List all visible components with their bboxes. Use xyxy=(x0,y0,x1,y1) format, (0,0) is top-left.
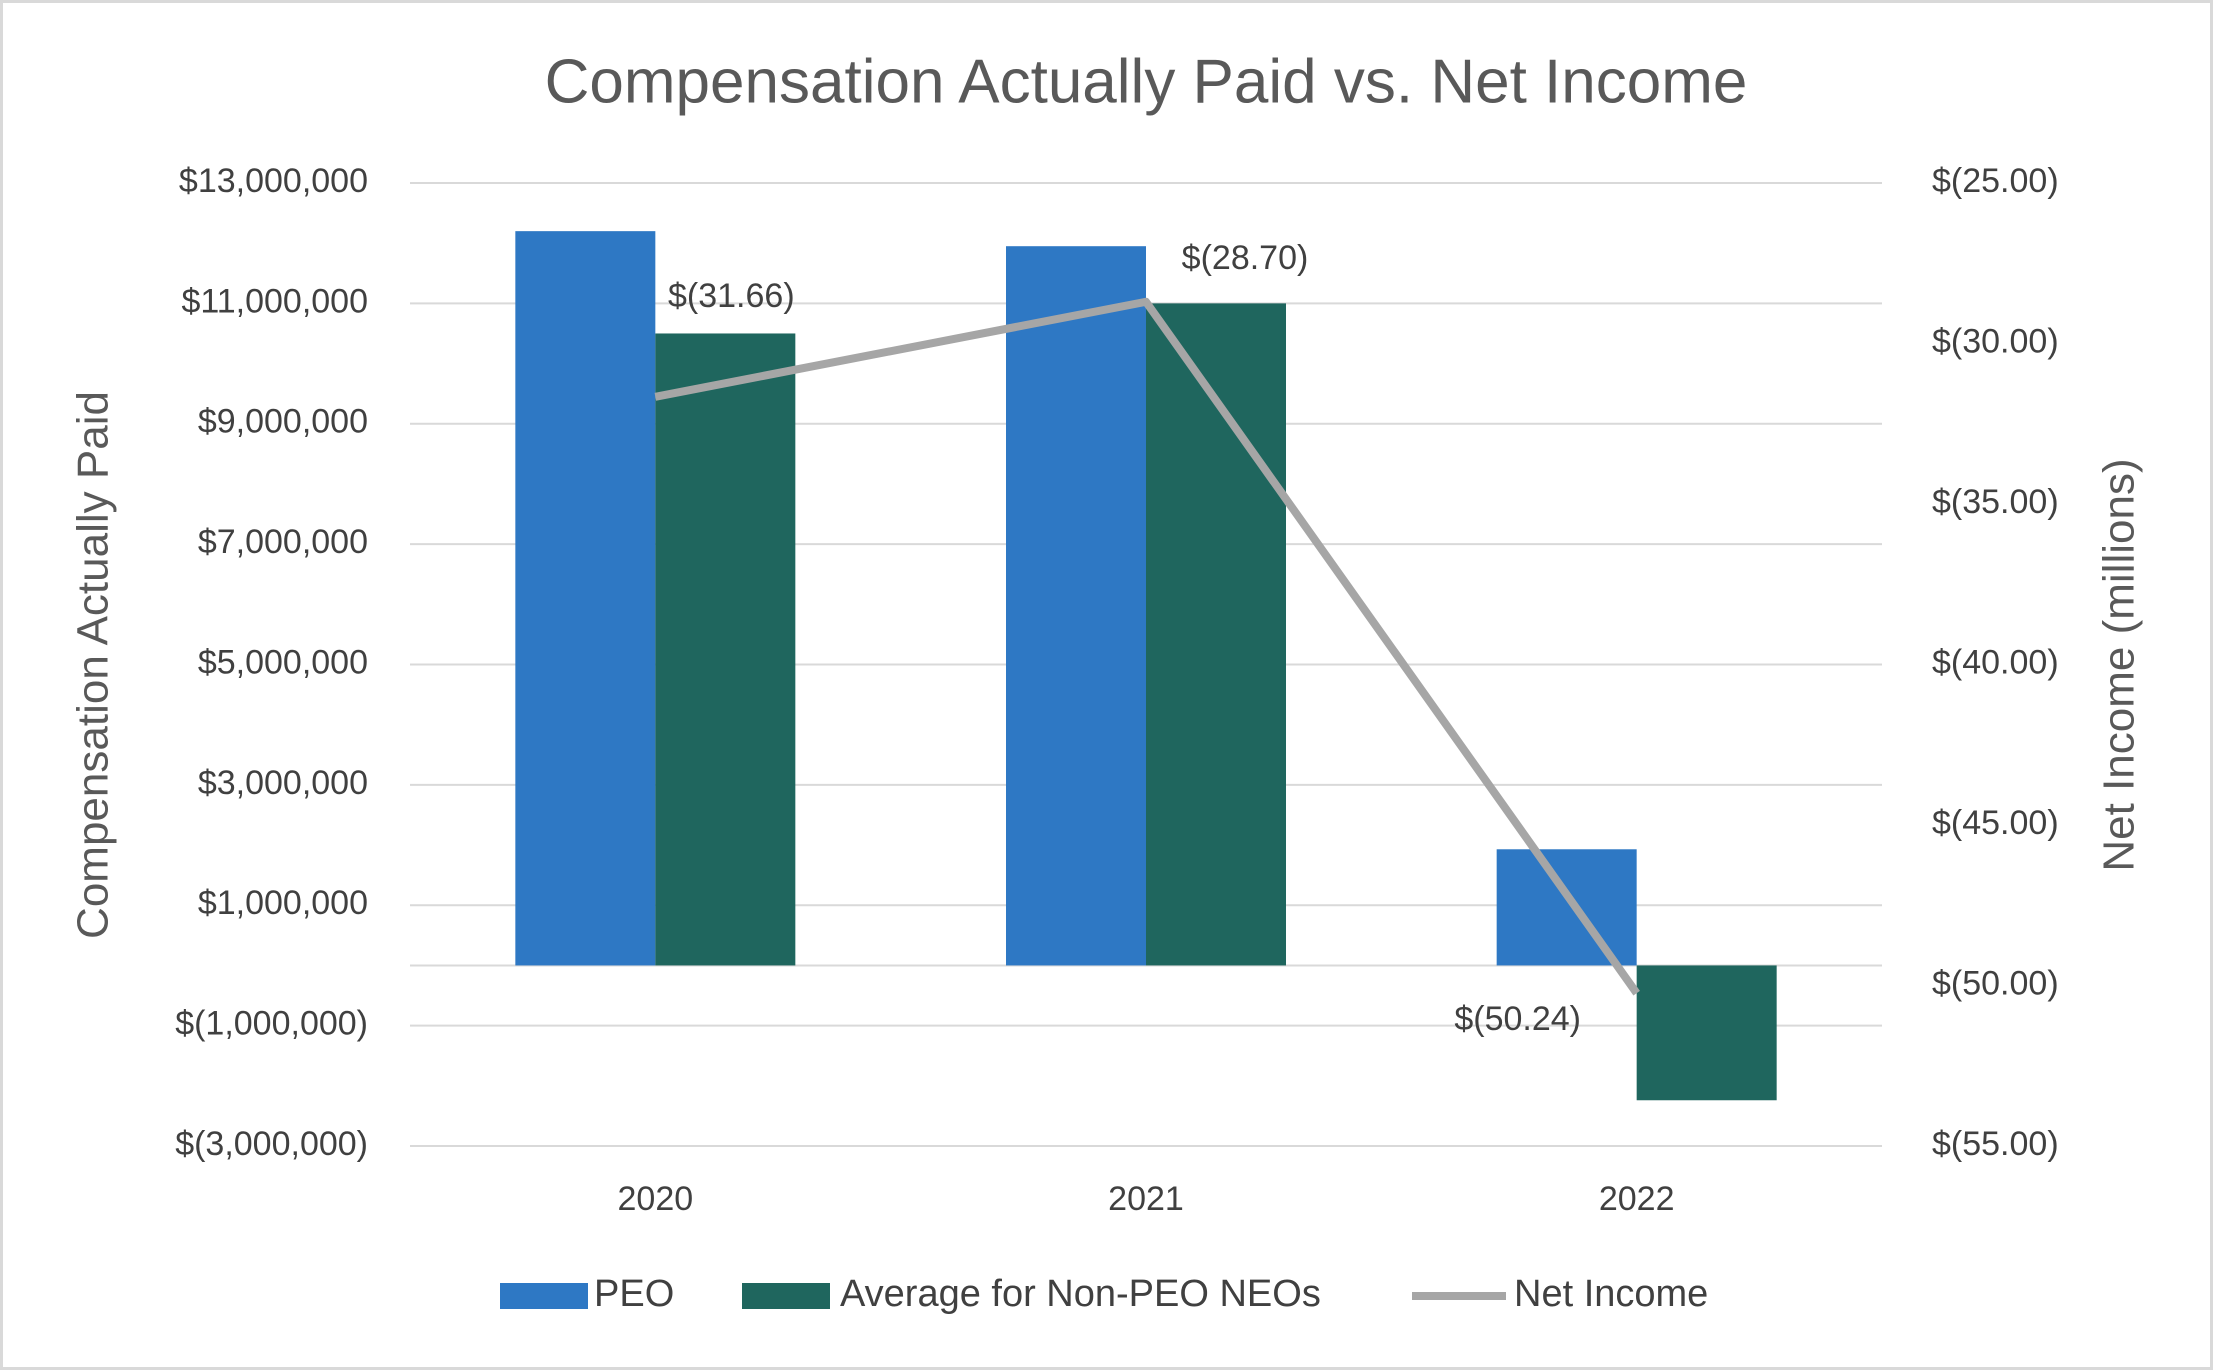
y2-tick-label: $(25.00) xyxy=(1932,162,2059,200)
y2-tick-label: $(55.00) xyxy=(1932,1125,2059,1163)
bar xyxy=(1146,303,1286,966)
y-tick-label: $1,000,000 xyxy=(198,884,368,922)
line xyxy=(654,297,1640,996)
x-tick-label: 2022 xyxy=(1599,1180,1675,1218)
y2-tick-label: $(35.00) xyxy=(1932,483,2059,521)
y2-tick-label: $(40.00) xyxy=(1932,643,2059,681)
y2-tick-label: $(45.00) xyxy=(1932,804,2059,842)
y-tick-label: $13,000,000 xyxy=(179,162,368,200)
y-tick-label: $11,000,000 xyxy=(181,282,368,320)
legend-swatch xyxy=(500,1283,588,1309)
bar xyxy=(1636,965,1777,1101)
bar xyxy=(1006,246,1146,966)
legend-swatch xyxy=(742,1283,830,1309)
y-tick-label: $(1,000,000) xyxy=(175,1005,368,1043)
y-tick-label: $(3,000,000) xyxy=(175,1125,368,1163)
bar xyxy=(515,231,656,966)
bar xyxy=(1496,849,1637,966)
legend-label: Net Income xyxy=(1514,1273,1708,1315)
data-label: $(31.66) xyxy=(668,277,795,315)
legend-label: PEO xyxy=(594,1273,674,1315)
bar xyxy=(655,333,796,966)
x-tick-label: 2020 xyxy=(618,1180,694,1218)
data-label: $(28.70) xyxy=(1182,239,1309,277)
chart-title: Compensation Actually Paid vs. Net Incom… xyxy=(545,47,1748,116)
y-tick-label: $7,000,000 xyxy=(198,523,368,561)
legend-label: Average for Non-PEO NEOs xyxy=(840,1273,1321,1315)
data-label: $(50.24) xyxy=(1454,1000,1581,1038)
x-tick-label: 2021 xyxy=(1108,1180,1184,1218)
y-tick-label: $3,000,000 xyxy=(198,764,368,802)
y2-tick-label: $(50.00) xyxy=(1932,964,2059,1002)
y2-tick-label: $(30.00) xyxy=(1932,322,2059,360)
y-tick-label: $9,000,000 xyxy=(198,403,368,441)
y-tick-label: $5,000,000 xyxy=(198,643,368,681)
y2-axis-title: Net Income (millions) xyxy=(2095,458,2144,871)
y-axis-title: Compensation Actually Paid xyxy=(69,391,118,939)
